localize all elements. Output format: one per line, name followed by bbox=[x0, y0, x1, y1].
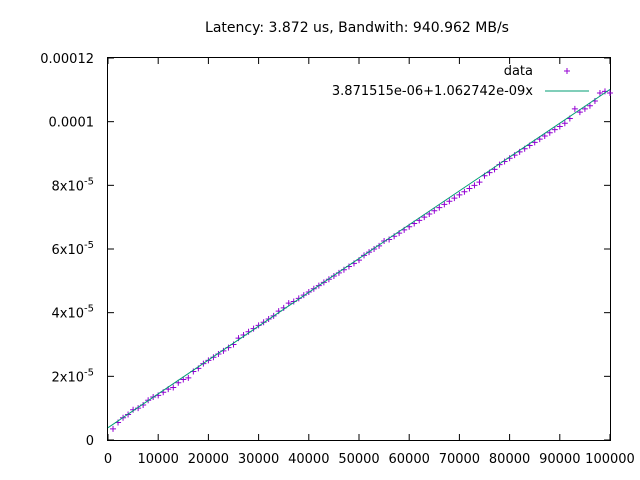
y-tick-mantissa: 2x10 bbox=[52, 370, 85, 385]
x-tick-label: 80000 bbox=[489, 452, 530, 467]
x-tick-label: 100000 bbox=[585, 452, 635, 467]
data-point bbox=[330, 273, 337, 280]
legend: data 3.871515e-06+1.062742e-09x bbox=[332, 64, 589, 99]
data-point bbox=[451, 195, 458, 202]
y-tick-label: 0.00012 bbox=[40, 52, 94, 67]
data-point bbox=[561, 120, 568, 127]
data-point bbox=[421, 214, 428, 221]
data-point bbox=[431, 207, 438, 214]
data-point bbox=[471, 182, 478, 189]
chart-title: Latency: 3.872 us, Bandwith: 940.962 MB/… bbox=[205, 20, 509, 36]
data-point bbox=[476, 179, 483, 186]
y-tick-mantissa: 8x10 bbox=[52, 179, 85, 194]
data-point bbox=[581, 105, 588, 112]
y-tick-mantissa: 0.0001 bbox=[49, 116, 95, 131]
data-point bbox=[371, 246, 378, 252]
legend-label-data: data bbox=[504, 64, 533, 79]
x-tick-label: 20000 bbox=[188, 452, 229, 467]
data-point bbox=[456, 191, 463, 198]
x-tick-label: 40000 bbox=[288, 452, 329, 467]
data-point bbox=[285, 300, 292, 307]
x-tick-label: 70000 bbox=[439, 452, 480, 467]
axis-ticks: 0 10000 20000 30000 40000 50000 60000 70000 8000… bbox=[40, 52, 635, 467]
y-tick-label: 0 bbox=[86, 434, 94, 449]
data-point bbox=[556, 123, 563, 130]
fit-series-line bbox=[107, 88, 611, 429]
y-tick-mantissa: 0 bbox=[86, 434, 94, 449]
data-point bbox=[170, 384, 177, 391]
x-tick-label: 60000 bbox=[389, 452, 430, 467]
x-tick-label: 50000 bbox=[338, 452, 379, 467]
data-point bbox=[541, 132, 548, 139]
x-tick-label: 10000 bbox=[138, 452, 179, 467]
x-tick-label: 0 bbox=[104, 452, 112, 467]
data-point bbox=[185, 374, 192, 381]
y-tick-mantissa: 4x10 bbox=[52, 307, 85, 322]
data-point bbox=[461, 188, 468, 195]
y-tick-label: 6x10-5 bbox=[52, 240, 95, 258]
y-tick-mantissa: 0.00012 bbox=[40, 52, 94, 67]
x-tick-label: 90000 bbox=[539, 452, 580, 467]
y-tick-exponent: -5 bbox=[84, 240, 94, 251]
data-point bbox=[586, 102, 593, 109]
y-tick-exponent: -5 bbox=[84, 304, 94, 315]
data-point bbox=[441, 201, 448, 208]
y-tick-exponent: -5 bbox=[84, 367, 94, 378]
y-tick-label: 0.0001 bbox=[49, 116, 95, 131]
legend-label-fit: 3.871515e-06+1.062742e-09x bbox=[332, 84, 533, 99]
data-point bbox=[110, 425, 117, 432]
data-point bbox=[596, 90, 603, 97]
data-point bbox=[551, 126, 558, 133]
data-point bbox=[446, 198, 453, 205]
data-point bbox=[607, 90, 613, 97]
y-tick-label: 4x10-5 bbox=[52, 304, 95, 322]
fit-line bbox=[107, 88, 611, 429]
x-tick-label: 30000 bbox=[238, 452, 279, 467]
y-tick-exponent: -5 bbox=[84, 176, 94, 187]
data-point bbox=[436, 204, 443, 211]
y-tick-label: 8x10-5 bbox=[52, 176, 95, 194]
plot-frame bbox=[107, 57, 611, 441]
data-point bbox=[546, 129, 553, 136]
data-point bbox=[426, 210, 433, 217]
legend-marker-data bbox=[564, 68, 570, 74]
data-series-points bbox=[110, 88, 613, 432]
data-point bbox=[466, 185, 473, 192]
data-point bbox=[571, 105, 578, 112]
y-tick-mantissa: 6x10 bbox=[52, 243, 85, 258]
y-tick-label: 2x10-5 bbox=[52, 367, 95, 385]
